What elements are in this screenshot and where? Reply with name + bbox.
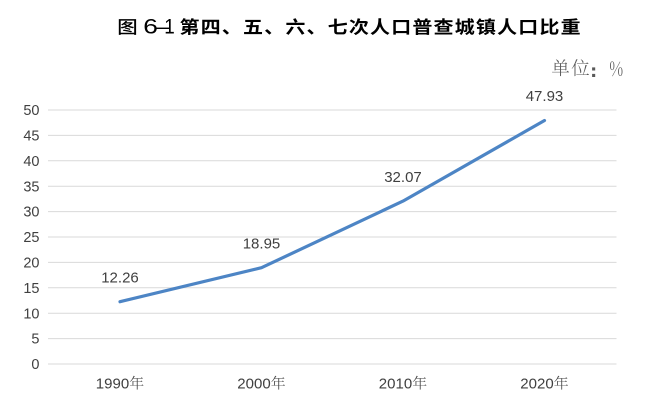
svg-text:10: 10 (23, 306, 39, 322)
svg-text:25: 25 (23, 230, 39, 246)
svg-text:32.07: 32.07 (384, 169, 422, 186)
svg-text:2000: 2000 (237, 376, 270, 393)
svg-text:50: 50 (23, 103, 39, 119)
svg-text:15: 15 (23, 281, 39, 297)
svg-text:35: 35 (23, 179, 39, 195)
svg-text:18.95: 18.95 (243, 235, 281, 252)
svg-text:5: 5 (31, 332, 39, 348)
svg-text:12.26: 12.26 (101, 269, 139, 286)
svg-text:2020: 2020 (520, 376, 553, 393)
svg-text:47.93: 47.93 (526, 88, 564, 105)
svg-text:30: 30 (23, 205, 39, 221)
svg-text:1990: 1990 (96, 376, 129, 393)
svg-text:1: 1 (164, 16, 175, 39)
svg-text:6: 6 (143, 15, 158, 39)
svg-text:–: – (155, 15, 170, 39)
svg-text:40: 40 (23, 154, 39, 170)
svg-text:2010: 2010 (379, 376, 412, 393)
svg-text:45: 45 (23, 129, 39, 145)
svg-text:0: 0 (31, 357, 39, 373)
svg-text:20: 20 (23, 256, 39, 272)
